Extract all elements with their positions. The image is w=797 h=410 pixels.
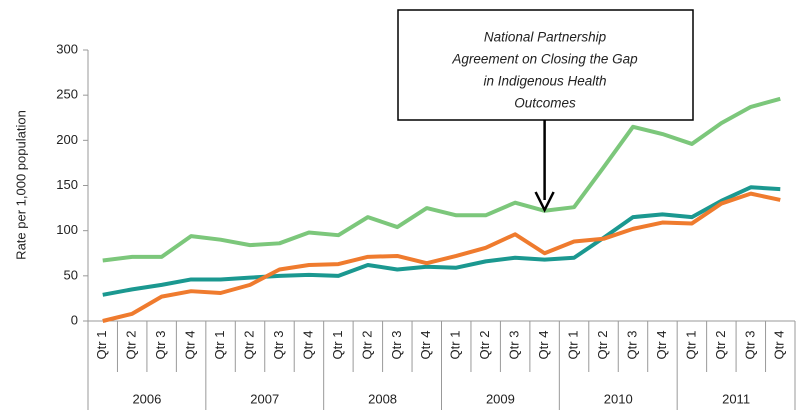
x-tick-label: Qtr 4: [772, 331, 787, 360]
x-tick-label: Qtr 3: [271, 331, 286, 360]
year-label: 2006: [132, 391, 161, 406]
x-tick-label: Qtr 4: [654, 331, 669, 360]
year-label: 2008: [368, 391, 397, 406]
annotation-box: [397, 9, 694, 121]
y-tick-label: 100: [56, 222, 78, 237]
x-tick-label: Qtr 4: [300, 331, 315, 360]
y-tick-label: 50: [64, 267, 78, 282]
x-tick-label: Qtr 2: [477, 331, 492, 360]
x-tick-label: Qtr 1: [94, 331, 109, 360]
y-tick-label: 300: [56, 41, 78, 56]
x-tick-label: Qtr 4: [536, 331, 551, 360]
y-tick-label: 150: [56, 177, 78, 192]
annotation-text: National Partnership: [484, 30, 607, 45]
x-tick-label: Qtr 4: [418, 331, 433, 360]
annotation-text: Outcomes: [514, 96, 576, 111]
year-label: 2010: [604, 391, 633, 406]
y-tick-label: 200: [56, 132, 78, 147]
x-tick-label: Qtr 4: [183, 331, 198, 360]
x-tick-label: Qtr 2: [359, 331, 374, 360]
x-tick-label: Qtr 1: [683, 331, 698, 360]
x-tick-label: Qtr 1: [448, 331, 463, 360]
x-tick-label: Qtr 1: [566, 331, 581, 360]
year-label: 2009: [486, 391, 515, 406]
y-axis-label: Rate per 1,000 population: [13, 110, 28, 260]
y-tick-label: 250: [56, 87, 78, 102]
x-tick-label: Qtr 3: [389, 331, 404, 360]
x-tick-label: Qtr 2: [595, 331, 610, 360]
annotation-text: in Indigenous Health: [483, 74, 606, 89]
x-tick-label: Qtr 3: [153, 331, 168, 360]
x-tick-label: Qtr 3: [624, 331, 639, 360]
series-line: [102, 96, 781, 263]
annotation-text: Agreement on Closing the Gap: [451, 52, 638, 67]
x-tick-label: Qtr 2: [241, 331, 256, 360]
x-tick-label: Qtr 3: [742, 331, 757, 360]
year-label: 2011: [722, 391, 750, 406]
y-tick-label: 0: [71, 312, 78, 327]
x-tick-label: Qtr 2: [124, 331, 139, 360]
series-line: [102, 185, 781, 297]
x-tick-label: Qtr 1: [330, 331, 345, 360]
x-tick-label: Qtr 1: [212, 331, 227, 360]
x-tick-label: Qtr 2: [713, 331, 728, 360]
year-label: 2007: [250, 391, 279, 406]
x-tick-label: Qtr 3: [507, 331, 522, 360]
series-line: [102, 191, 781, 323]
annotation-arrowhead: [534, 191, 555, 213]
